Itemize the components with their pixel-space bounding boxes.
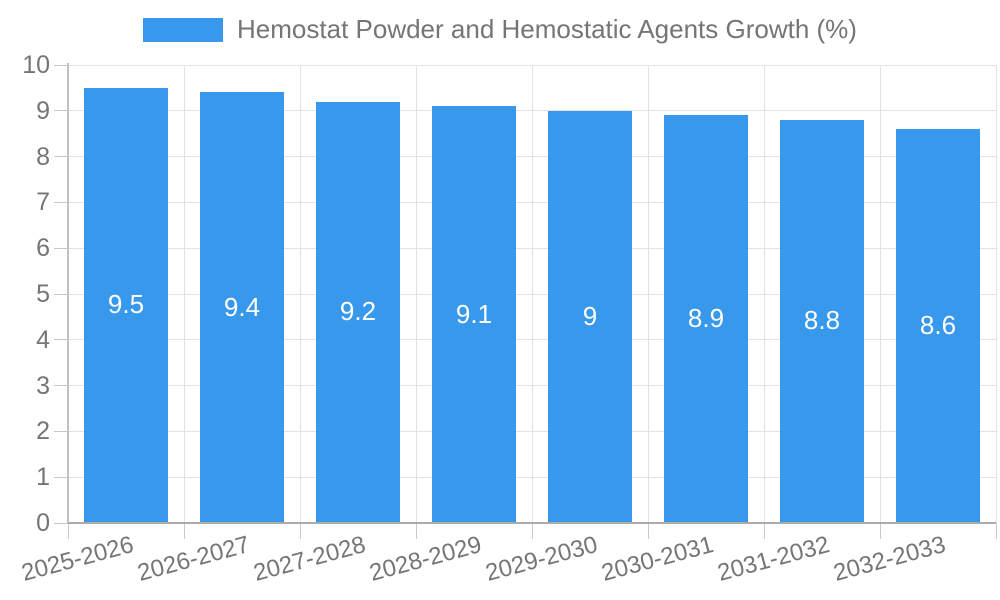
x-gridline (647, 65, 649, 523)
x-tick-mark (183, 523, 185, 539)
x-gridline (995, 65, 997, 523)
y-tick-mark (54, 339, 68, 341)
x-axis-tick-label: 2030-2031 (598, 531, 717, 587)
bar-value-label: 8.9 (687, 303, 725, 334)
bar-value-label: 9.5 (107, 289, 145, 320)
bar-2026-2027[interactable]: 9.4 (200, 92, 284, 522)
y-axis-tick-label: 2 (36, 417, 50, 446)
bar-value-label: 9.2 (339, 296, 377, 327)
y-tick-mark (54, 430, 68, 432)
x-axis-tick-label: 2025-2026 (18, 531, 137, 587)
x-axis-tick-label: 2029-2030 (482, 531, 601, 587)
bar-2025-2026[interactable]: 9.5 (84, 87, 168, 522)
y-axis-tick-label: 5 (36, 280, 50, 308)
y-tick-mark (54, 247, 68, 249)
bar-2028-2029[interactable]: 9.1 (432, 106, 516, 522)
y-axis-tick-label: 10 (22, 51, 50, 79)
y-tick-mark (54, 156, 68, 158)
bar-value-label: 9.4 (223, 291, 261, 322)
y-axis-tick-label: 1 (36, 463, 50, 492)
y-axis-tick-label: 8 (36, 142, 50, 171)
x-tick-mark (763, 523, 765, 539)
x-tick-mark (299, 523, 301, 539)
bar-2029-2030[interactable]: 9 (548, 110, 632, 522)
y-axis-tick-label: 7 (36, 188, 50, 217)
y-tick-mark (54, 293, 68, 295)
y-tick-mark (54, 110, 68, 112)
x-axis-tick-label: 2026-2027 (134, 531, 253, 587)
bar-2032-2033[interactable]: 8.6 (896, 129, 980, 522)
bar-2027-2028[interactable]: 9.2 (316, 101, 400, 522)
y-axis-tick-label: 6 (36, 234, 50, 263)
x-gridline (183, 65, 185, 523)
legend-swatch (143, 17, 224, 42)
x-axis-tick-label: 2032-2033 (830, 531, 949, 587)
y-axis-tick-label: 9 (36, 96, 50, 125)
bar-value-label: 8.6 (919, 310, 957, 341)
x-gridline (531, 65, 533, 523)
y-tick-mark (54, 476, 68, 478)
bar-value-label: 8.8 (803, 305, 841, 336)
y-axis-tick-label: 0 (36, 509, 50, 537)
x-axis-tick-label: 2028-2029 (366, 531, 485, 587)
legend[interactable]: Hemostat Powder and Hemostatic Agents Gr… (0, 14, 1000, 45)
x-tick-mark (531, 523, 533, 539)
bar-value-label: 9 (582, 300, 598, 331)
x-tick-mark (67, 523, 69, 539)
x-axis-tick-label: 2027-2028 (250, 531, 369, 587)
y-tick-mark (54, 64, 68, 66)
y-axis-tick-label: 4 (36, 325, 50, 354)
bar-2031-2032[interactable]: 8.8 (780, 119, 864, 522)
bar-value-label: 9.1 (455, 298, 493, 329)
y-tick-mark (54, 522, 68, 524)
y-tick-mark (54, 201, 68, 203)
y-axis-line (67, 63, 69, 523)
x-tick-mark (647, 523, 649, 539)
legend-label: Hemostat Powder and Hemostatic Agents Gr… (237, 14, 857, 44)
y-tick-mark (54, 385, 68, 387)
y-axis-tick-label: 3 (36, 371, 50, 400)
x-gridline (879, 65, 881, 523)
x-tick-mark (995, 523, 997, 539)
x-tick-mark (879, 523, 881, 539)
x-axis-tick-label: 2031-2032 (714, 531, 833, 587)
x-tick-mark (415, 523, 417, 539)
x-axis-line (68, 522, 996, 524)
x-gridline (763, 65, 765, 523)
bar-2030-2031[interactable]: 8.9 (664, 115, 748, 522)
x-gridline (415, 65, 417, 523)
x-gridline (299, 65, 301, 523)
